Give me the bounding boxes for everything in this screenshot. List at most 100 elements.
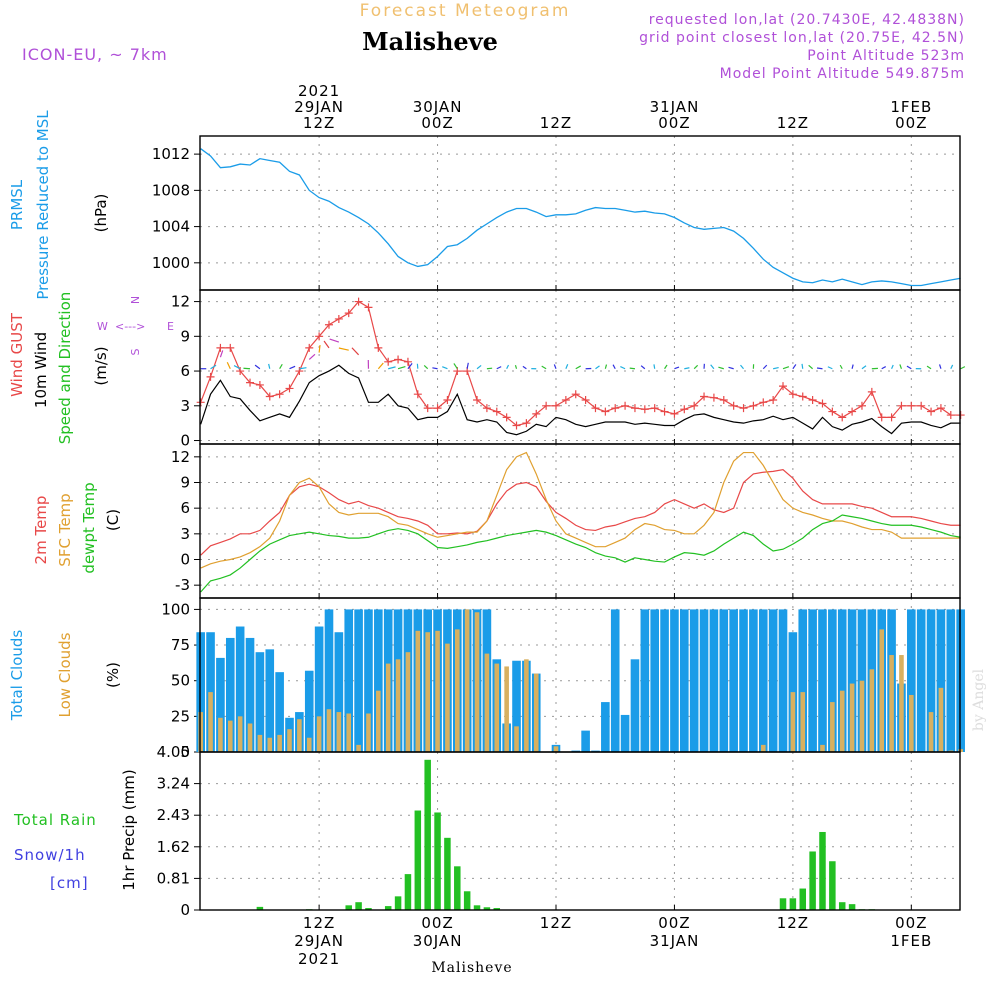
gust-marker — [650, 404, 659, 413]
gust-marker — [315, 332, 324, 341]
rain-bar — [454, 866, 461, 910]
wind-direction-arrow — [950, 364, 954, 369]
rain-bar — [819, 831, 826, 910]
low-cloud-bar — [395, 659, 401, 752]
temp-dewpt-label: dewpt Temp — [80, 482, 98, 573]
gust-marker — [946, 411, 955, 420]
pressure-label: PRMSL — [8, 179, 26, 230]
wind-direction-arrow — [476, 364, 482, 370]
wind-label: 10m Wind — [32, 332, 50, 408]
low-cloud-bar — [425, 632, 430, 752]
wind-direction-arrow — [612, 364, 616, 370]
gust-marker — [897, 401, 906, 410]
low-cloud-label: Low Clouds — [56, 632, 74, 717]
rain-bar — [414, 810, 422, 910]
gust-marker — [907, 401, 916, 410]
gust-marker — [502, 413, 511, 422]
total-cloud-bar — [354, 609, 363, 752]
top-tick-label: 12Z — [777, 114, 809, 132]
pressure-line — [200, 148, 961, 287]
y-tick-label: 1.62 — [157, 838, 190, 856]
rain-bar — [404, 874, 412, 910]
total-cloud-bar — [255, 652, 265, 752]
gust-marker — [640, 405, 649, 414]
low-cloud-bar — [494, 663, 500, 752]
low-cloud-bar — [237, 716, 243, 752]
compass-e: E — [167, 320, 174, 333]
gust-marker — [601, 407, 610, 416]
low-cloud-bar — [218, 717, 223, 752]
wind-direction-arrow — [486, 367, 493, 370]
total-cloud-bar — [610, 609, 620, 752]
model-label: ICON-EU, ~ 7km — [22, 45, 168, 64]
low-cloud-bar — [326, 709, 332, 752]
rain-label: Total Rain — [13, 811, 97, 829]
low-cloud-bar — [366, 713, 371, 752]
total-cloud-bar — [916, 609, 926, 752]
wind-direction-arrow — [308, 353, 316, 360]
wind-direction-arrow — [816, 367, 823, 370]
bottom-tick-label: 00Z — [658, 914, 690, 932]
pressure-label-2: Pressure Reduced to MSL — [34, 110, 52, 300]
total-cloud-bar — [591, 750, 600, 752]
gust-marker — [443, 396, 452, 404]
wind-direction-arrow — [728, 366, 734, 370]
gust-marker — [838, 413, 847, 422]
low-cloud-bar — [385, 663, 391, 752]
gust-marker — [551, 401, 560, 410]
total-cloud-bar — [768, 609, 778, 752]
wind-direction-arrow — [254, 364, 261, 370]
total-cloud-bar — [304, 670, 314, 752]
top-tick-label: 12Z — [540, 114, 572, 132]
low-cloud-bar — [849, 683, 855, 752]
total-cloud-bar — [314, 626, 324, 752]
wind-direction-arrow — [891, 364, 894, 369]
gust-marker — [265, 392, 274, 401]
gust-marker — [433, 404, 442, 413]
total-cloud-bar — [640, 609, 650, 752]
gust-marker — [394, 355, 403, 364]
rain-bar — [463, 891, 471, 910]
panel-frame — [199, 751, 961, 911]
wind-direction-arrow — [693, 364, 699, 370]
total-cloud-bar — [818, 609, 827, 752]
wind-direction-arrow — [338, 347, 349, 351]
gust-marker — [473, 396, 482, 404]
wind-direction-arrow — [514, 365, 518, 369]
temp-dewpt-line — [200, 514, 961, 593]
gust-marker — [611, 404, 620, 413]
temp-sfc-line — [200, 451, 961, 569]
gust-marker — [581, 396, 590, 404]
gust-marker — [739, 404, 748, 413]
rain-bar — [365, 908, 372, 910]
total-cloud-bar — [334, 632, 344, 752]
total-cloud-bar — [798, 609, 808, 752]
wind-direction-arrow — [233, 365, 241, 370]
bottom-tick-label: 1FEB — [890, 932, 932, 950]
wind-direction-arrow — [926, 365, 932, 370]
temp-2m-label: 2m Temp — [32, 496, 50, 565]
total-cloud-bar — [630, 659, 640, 752]
direction-label: Speed and Direction — [56, 292, 74, 445]
y-tick-label: 3.24 — [157, 775, 190, 793]
total-cloud-bar — [907, 609, 916, 752]
wind-unit: (m/s) — [92, 346, 110, 385]
total-cloud-bar — [364, 609, 373, 752]
wind-direction-arrow — [442, 366, 448, 370]
rain-bar — [473, 905, 481, 910]
wind-direction-arrow — [773, 367, 779, 370]
compass-s: S — [129, 348, 142, 355]
gust-marker — [482, 404, 491, 413]
low-cloud-bar — [899, 655, 904, 752]
snow-label: Snow/1h — [14, 846, 86, 864]
gust-marker — [680, 405, 689, 414]
total-cloud-bar — [670, 609, 679, 752]
credit-watermark: by Angel — [971, 668, 987, 731]
gust-marker — [877, 413, 886, 422]
gust-marker — [591, 404, 600, 413]
wind-direction-arrow — [938, 364, 942, 369]
wind-direction-arrow — [664, 364, 668, 370]
y-tick-label: 1004 — [152, 218, 190, 236]
gust-marker — [413, 390, 422, 399]
gust-marker — [344, 309, 353, 318]
